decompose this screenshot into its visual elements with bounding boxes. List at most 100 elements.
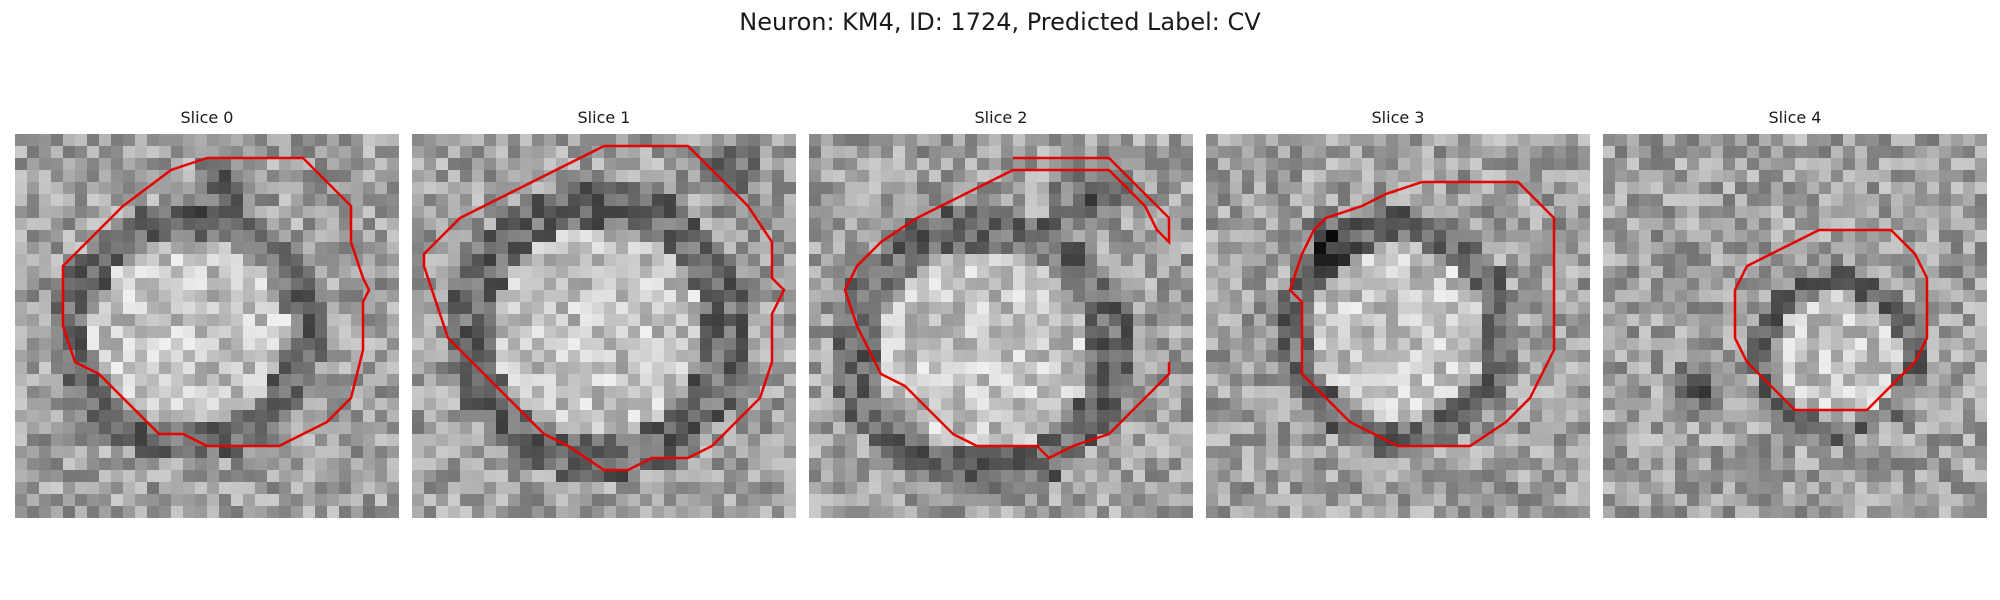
image-pixel [1651, 410, 1664, 423]
image-pixel [1218, 314, 1231, 327]
image-pixel [436, 170, 449, 183]
image-pixel [604, 374, 617, 387]
image-pixel [1290, 398, 1303, 411]
image-pixel [1771, 302, 1784, 315]
image-pixel [941, 326, 954, 339]
image-pixel [676, 374, 689, 387]
image-pixel [243, 398, 256, 411]
image-pixel [39, 494, 52, 507]
image-pixel [1723, 290, 1736, 303]
image-pixel [1891, 386, 1904, 399]
image-pixel [1663, 434, 1676, 447]
image-pixel [1783, 158, 1796, 171]
image-pixel [219, 206, 232, 219]
image-pixel [1482, 146, 1495, 159]
image-pixel [448, 386, 461, 399]
image-pixel [784, 446, 796, 459]
image-pixel [1915, 158, 1928, 171]
image-pixel [616, 470, 629, 483]
image-pixel [724, 158, 737, 171]
image-pixel [784, 194, 796, 207]
image-pixel [1687, 182, 1700, 195]
image-pixel [1494, 350, 1507, 363]
image-pixel [472, 266, 485, 279]
image-pixel [1879, 362, 1892, 375]
image-pixel [1603, 446, 1616, 459]
image-pixel [63, 182, 76, 195]
image-pixel [339, 314, 352, 327]
image-pixel [845, 398, 858, 411]
image-pixel [845, 326, 858, 339]
image-pixel [917, 302, 930, 315]
image-pixel [1145, 158, 1158, 171]
image-pixel [412, 434, 425, 447]
image-pixel [1566, 314, 1579, 327]
image-pixel [1518, 218, 1531, 231]
image-pixel [39, 422, 52, 435]
image-pixel [568, 134, 581, 147]
image-pixel [508, 446, 521, 459]
image-pixel [592, 230, 605, 243]
image-pixel [1855, 170, 1868, 183]
image-pixel [1542, 326, 1555, 339]
image-pixel [1398, 386, 1411, 399]
image-pixel [1049, 170, 1062, 183]
image-pixel [700, 290, 713, 303]
image-pixel [532, 146, 545, 159]
panel-title: Slice 3 [1371, 108, 1425, 127]
image-pixel [448, 362, 461, 375]
image-pixel [520, 398, 533, 411]
image-pixel [99, 278, 112, 291]
image-pixel [652, 326, 665, 339]
image-pixel [1518, 254, 1531, 267]
image-pixel [772, 146, 785, 159]
image-pixel [1133, 470, 1146, 483]
image-pixel [1049, 206, 1062, 219]
image-pixel [809, 134, 822, 147]
image-pixel [1157, 158, 1170, 171]
image-pixel [1518, 506, 1531, 518]
image-pixel [363, 446, 376, 459]
image-pixel [833, 206, 846, 219]
image-pixel [1494, 446, 1507, 459]
image-pixel [1218, 290, 1231, 303]
image-pixel [99, 362, 112, 375]
image-pixel [255, 302, 268, 315]
image-pixel [1831, 170, 1844, 183]
image-pixel [1687, 242, 1700, 255]
image-pixel [1603, 410, 1616, 423]
image-pixel [460, 422, 473, 435]
image-pixel [1121, 446, 1134, 459]
image-pixel [1350, 326, 1363, 339]
image-pixel [63, 242, 76, 255]
image-pixel [893, 410, 906, 423]
image-pixel [1097, 182, 1110, 195]
image-pixel [809, 422, 822, 435]
image-pixel [977, 338, 990, 351]
image-pixel [159, 398, 172, 411]
image-pixel [291, 422, 304, 435]
image-pixel [1578, 374, 1590, 387]
image-pixel [1627, 182, 1640, 195]
image-pixel [135, 350, 148, 363]
image-pixel [1398, 350, 1411, 363]
image-pixel [1218, 506, 1231, 518]
image-pixel [1675, 398, 1688, 411]
image-pixel [1759, 206, 1772, 219]
image-pixel [159, 194, 172, 207]
image-pixel [496, 350, 509, 363]
image-pixel [580, 134, 593, 147]
image-pixel [1807, 410, 1820, 423]
image-pixel [712, 338, 725, 351]
image-pixel [700, 242, 713, 255]
image-pixel [712, 206, 725, 219]
image-pixel [375, 506, 388, 518]
image-pixel [1542, 182, 1555, 195]
image-pixel [1506, 326, 1519, 339]
image-pixel [1927, 362, 1940, 375]
image-pixel [1073, 266, 1086, 279]
image-pixel [63, 194, 76, 207]
image-pixel [1831, 362, 1844, 375]
image-pixel [1867, 242, 1880, 255]
image-pixel [123, 386, 136, 399]
